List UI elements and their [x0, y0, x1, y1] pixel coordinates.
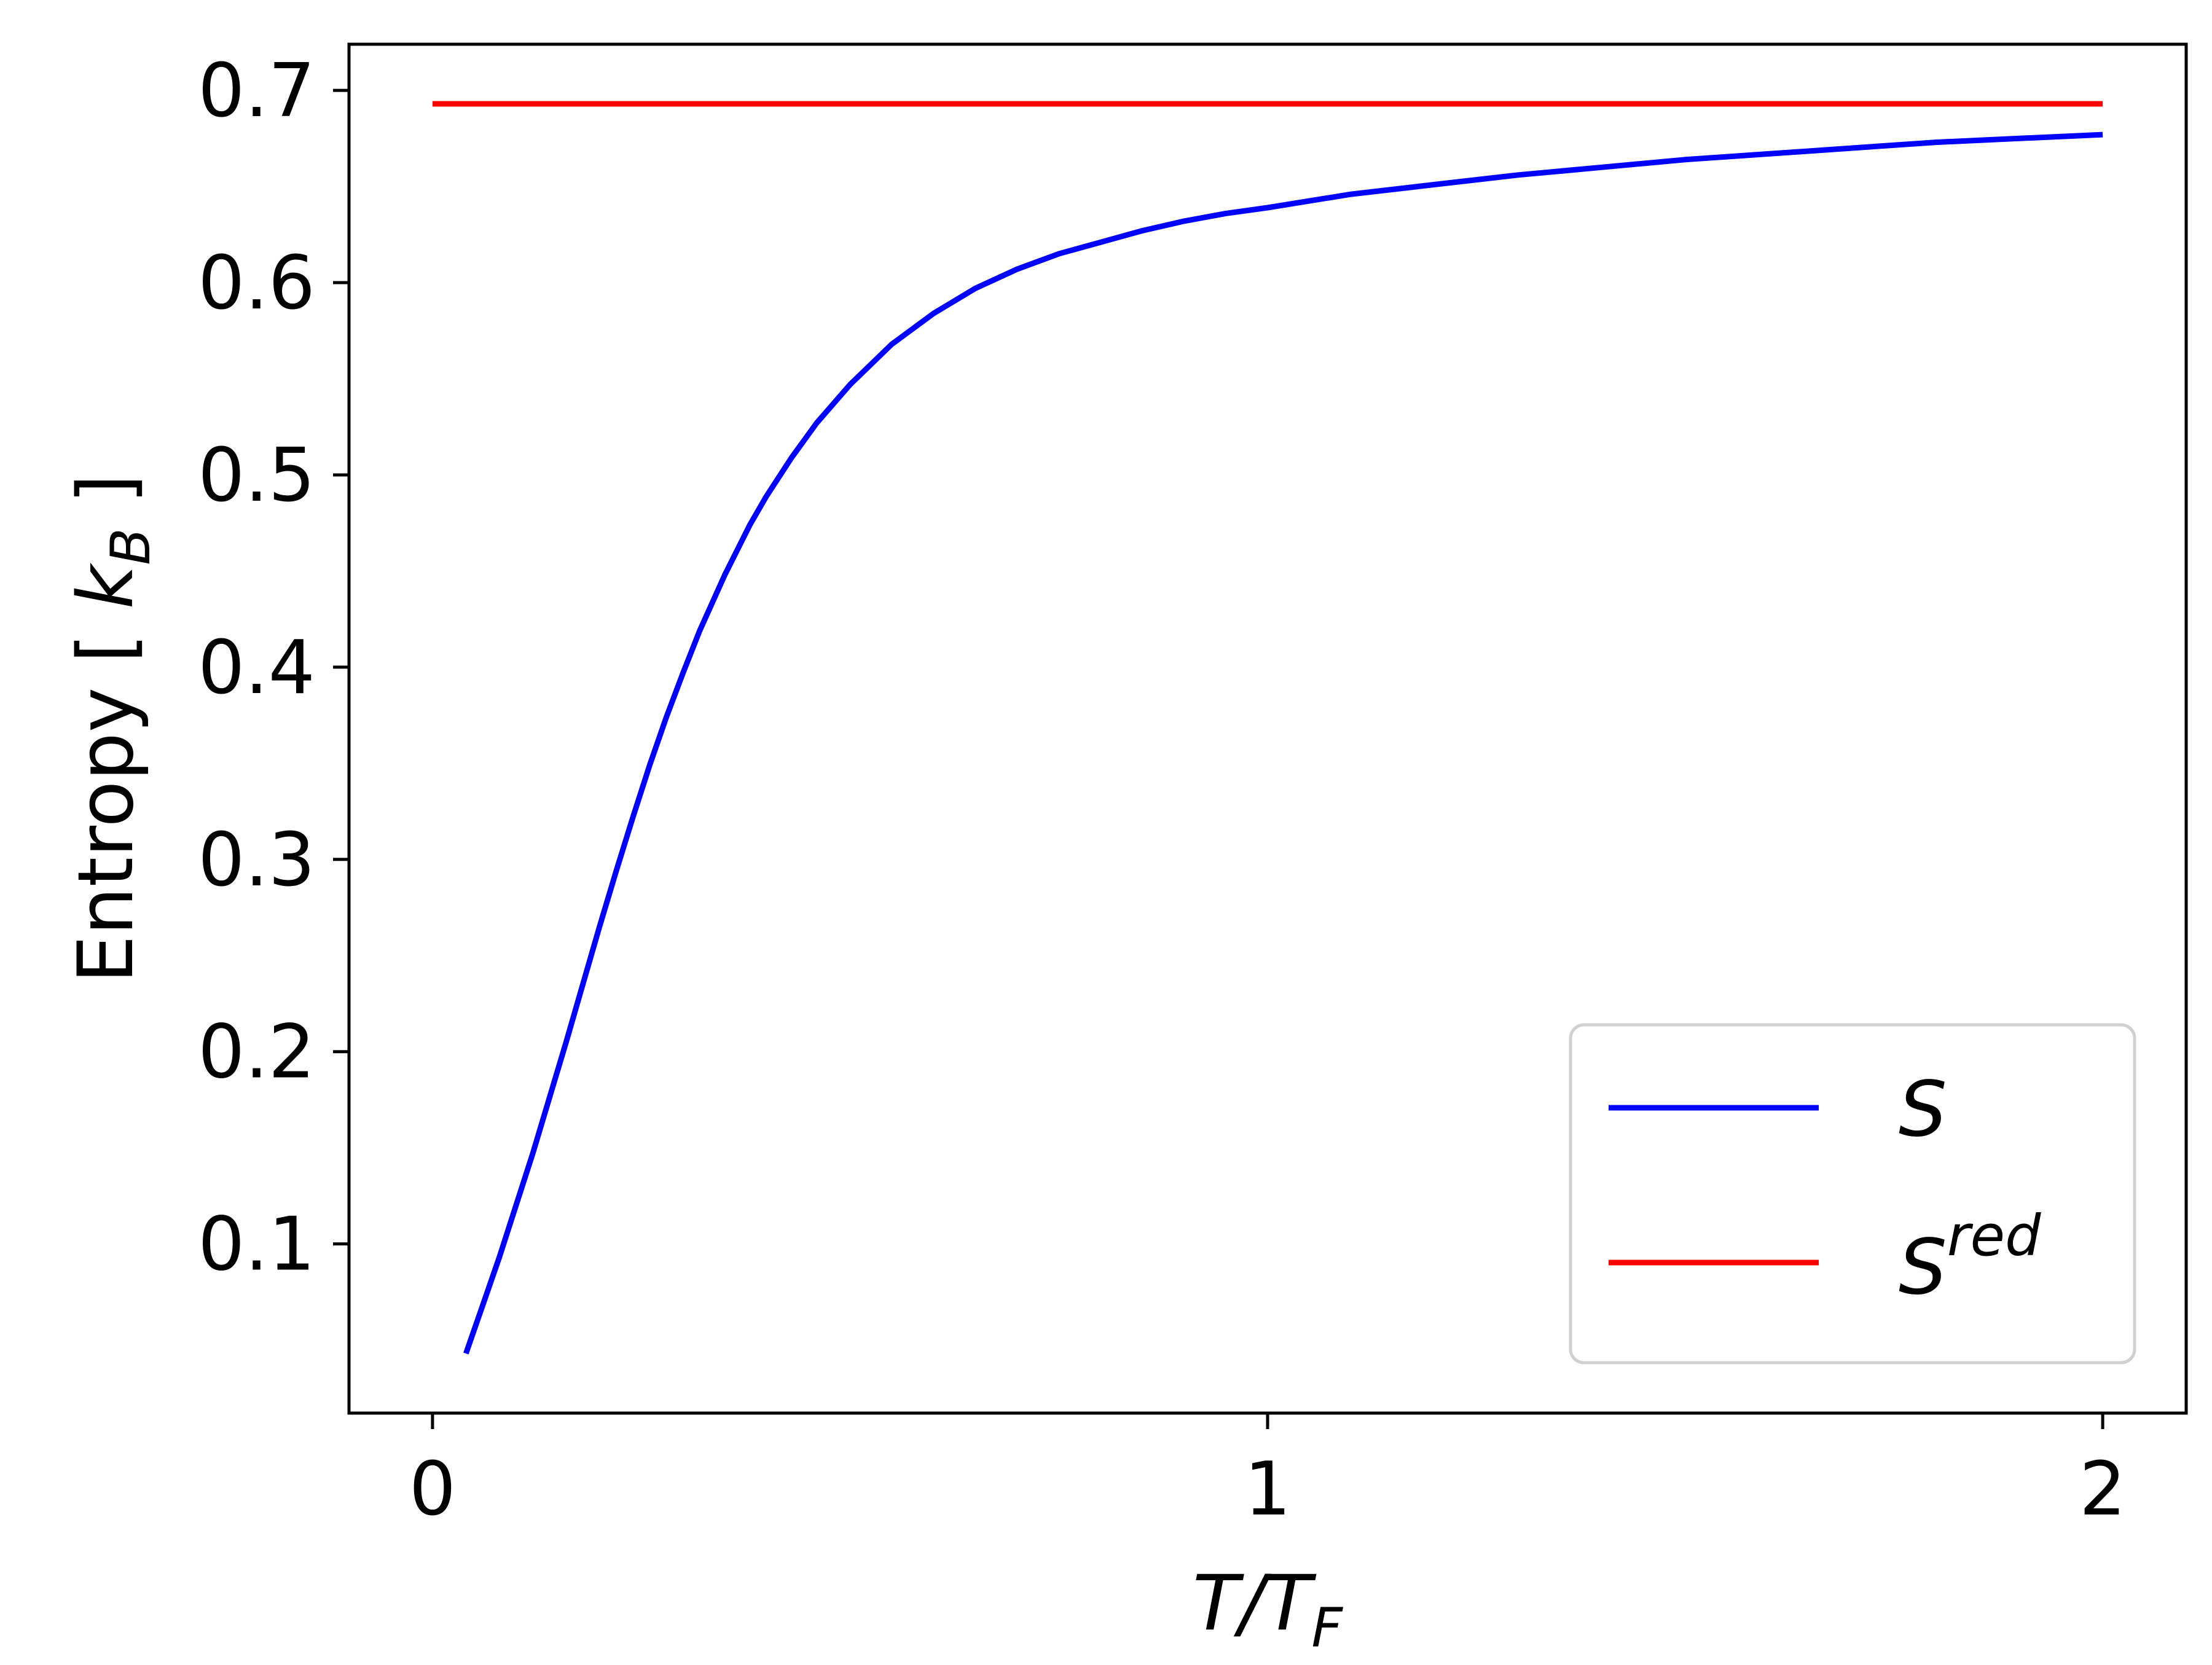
- x-axis-label-base: T/T: [1193, 1559, 1317, 1648]
- x-tick-label: 2: [2079, 1447, 2126, 1532]
- series-layer: [432, 101, 2103, 1355]
- y-tick-label: 0.4: [198, 625, 315, 711]
- x-tick-label: 0: [409, 1447, 456, 1532]
- y-axis-label-base: Entropy [: [62, 609, 151, 984]
- legend-box: [1569, 1023, 2136, 1365]
- series-line-s: [463, 131, 2103, 1355]
- y-tick-label: 0.7: [198, 49, 315, 134]
- legend-label-s-red-superscript: red: [1947, 1203, 2041, 1269]
- x-axis-label-subscript: F: [1311, 1596, 1343, 1659]
- y-axis-label-subscript: B: [99, 528, 162, 565]
- y-tick-label: 0.1: [198, 1202, 315, 1288]
- x-axis-label: T/TF: [1193, 1559, 1343, 1659]
- legend-label-s-red: Sred: [1899, 1203, 2041, 1312]
- y-axis-label: Entropy [ kB ]: [62, 474, 162, 984]
- y-axis-label-close: ]: [62, 474, 151, 528]
- legend-label-s: S: [1899, 1065, 1947, 1154]
- y-axis-label-k: k: [62, 563, 151, 609]
- legend: S Sred: [1569, 1023, 2136, 1365]
- y-tick-label: 0.3: [198, 818, 315, 903]
- y-tick-label: 0.5: [198, 433, 315, 519]
- y-tick-label: 0.2: [198, 1010, 315, 1095]
- x-axis: 0 1 2: [409, 1413, 2126, 1532]
- legend-label-s-red-base: S: [1899, 1223, 1947, 1312]
- y-axis: 0.1 0.2 0.3 0.4 0.5 0.6 0.7: [198, 49, 349, 1288]
- y-tick-label: 0.6: [198, 241, 315, 326]
- x-tick-label: 1: [1244, 1447, 1291, 1532]
